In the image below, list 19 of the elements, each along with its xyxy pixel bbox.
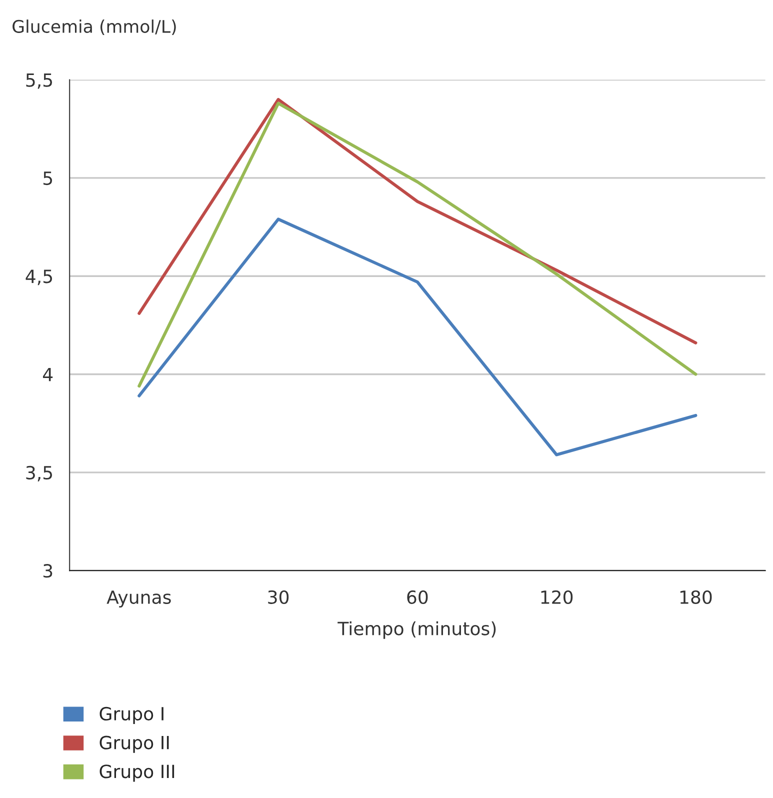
legend-label: Grupo I [100,706,164,724]
x-axis-title: Tiempo (minutos) [338,621,496,639]
legend-label: Grupo II [100,736,169,753]
y-tick-label: 3 [43,564,52,578]
x-tick-label: Ayunas [106,590,171,608]
y-tick-label: 5,5 [26,73,52,89]
y-tick-label: 5 [44,172,52,186]
line-series [138,98,698,344]
x-tick-label: 180 [680,590,712,604]
y-tick-label: 4,5 [26,270,52,286]
line-series [138,102,698,388]
line-series [138,218,698,456]
x-tick-label: 120 [541,590,573,604]
y-axis-title: Glucemia (mmol/L) [12,20,176,36]
y-tick-label: 3,5 [26,466,52,482]
x-tick-label: 60 [407,590,428,604]
y-tick-label: 4 [42,368,53,382]
legend-label: Grupo III [100,764,174,782]
x-tick-label: 30 [268,590,289,604]
